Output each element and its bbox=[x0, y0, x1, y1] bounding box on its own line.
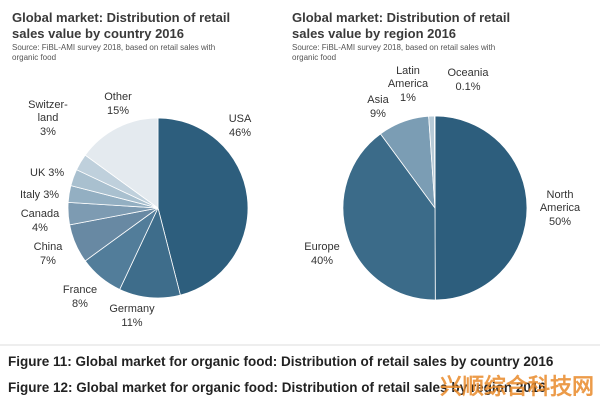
caption: Figure 11: Global market for organic foo… bbox=[8, 354, 554, 369]
slice-label: Asia bbox=[367, 94, 389, 106]
chart-subtitle: Source: FiBL-AMI survey 2018, based on r… bbox=[12, 43, 215, 62]
watermark: 兴顺综合科技网 bbox=[440, 374, 594, 399]
value-label: 40% bbox=[311, 255, 333, 267]
pie-slice bbox=[84, 117, 159, 209]
chart-subtitle: Source: FiBL-AMI survey 2018, based on r… bbox=[292, 43, 495, 62]
pie-slice bbox=[434, 115, 528, 301]
value-label: 8% bbox=[72, 298, 88, 310]
value-label: 15% bbox=[107, 105, 129, 117]
pie-slice bbox=[434, 115, 436, 209]
value-label: 0.1% bbox=[455, 81, 480, 93]
slice-label: Germany bbox=[109, 303, 155, 315]
slice-label: Europe bbox=[304, 241, 339, 253]
value-label: 3% bbox=[40, 126, 56, 138]
pie-slice bbox=[157, 117, 249, 296]
value-label: 50% bbox=[549, 216, 571, 228]
chart-title: Global market: Distribution of retail sal… bbox=[12, 10, 230, 41]
value-label: 3% bbox=[43, 189, 59, 201]
slice-label: USA bbox=[229, 113, 252, 125]
caption: Figure 12: Global market for organic foo… bbox=[8, 380, 546, 395]
pie-slice bbox=[342, 133, 436, 301]
value-label: 4% bbox=[32, 222, 48, 234]
slice-label: Other bbox=[104, 91, 132, 103]
value-label: 46% bbox=[229, 127, 251, 139]
slice-label: China bbox=[34, 241, 64, 253]
slice-label: Latin America bbox=[388, 65, 429, 90]
value-label: 11% bbox=[121, 317, 142, 329]
value-label: 1% bbox=[400, 92, 416, 104]
value-label: 3% bbox=[48, 167, 64, 179]
slice-label: Switzer-land bbox=[28, 99, 68, 124]
slice-label: UK bbox=[30, 167, 46, 179]
value-label: 7% bbox=[40, 255, 56, 267]
slice-label: Canada bbox=[21, 208, 60, 220]
slice-label: Italy bbox=[20, 189, 41, 201]
value-label: 9% bbox=[370, 108, 386, 120]
chart-title: Global market: Distribution of retail sal… bbox=[292, 10, 510, 41]
slice-label: Oceania bbox=[448, 67, 490, 79]
slice-label: North America bbox=[540, 189, 581, 214]
slice-label: France bbox=[63, 284, 97, 296]
